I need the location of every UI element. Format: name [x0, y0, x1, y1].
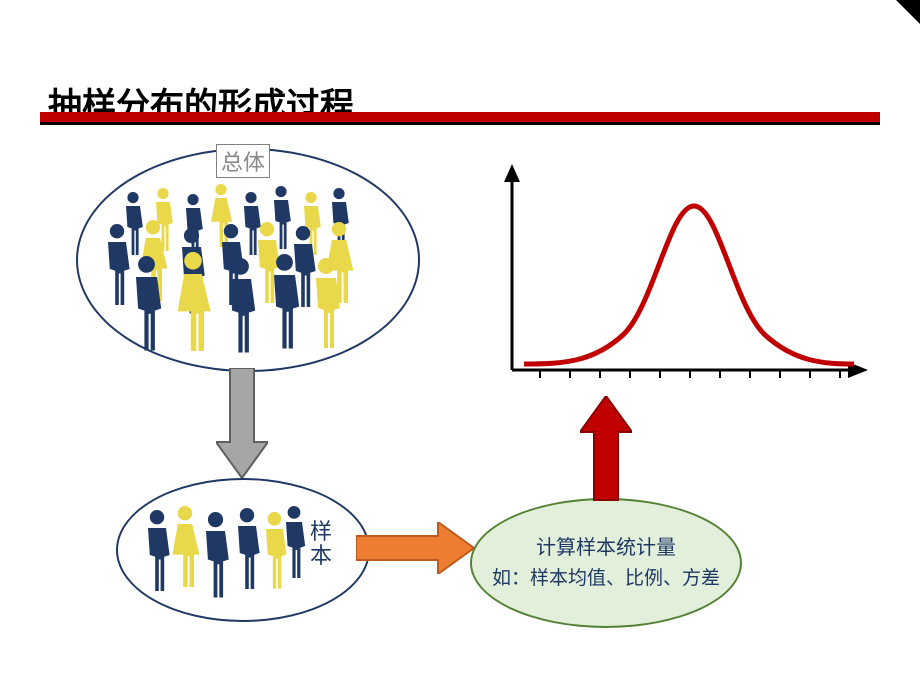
- distribution-chart: [494, 164, 870, 394]
- sample-label-char1: 样: [310, 520, 332, 544]
- title-underline-red: [40, 112, 880, 122]
- population-label: 总体: [216, 144, 270, 178]
- calc-stat-box: 计算样本统计量 如：样本均值、比例、方差: [470, 498, 742, 628]
- population-people-icon: [96, 162, 396, 362]
- sample-label-char2: 本: [310, 544, 332, 568]
- corner-fold-icon: [896, 0, 920, 24]
- arrow-up-icon: [580, 396, 632, 502]
- arrow-down-icon: [216, 368, 268, 480]
- calc-line2: 如：样本均值、比例、方差: [486, 567, 726, 591]
- title-underline-black: [40, 122, 880, 125]
- sample-label: 样 本: [310, 520, 332, 568]
- calc-line1: 计算样本统计量: [486, 536, 726, 561]
- sample-people-icon: [140, 492, 310, 607]
- arrow-right-icon: [356, 522, 476, 574]
